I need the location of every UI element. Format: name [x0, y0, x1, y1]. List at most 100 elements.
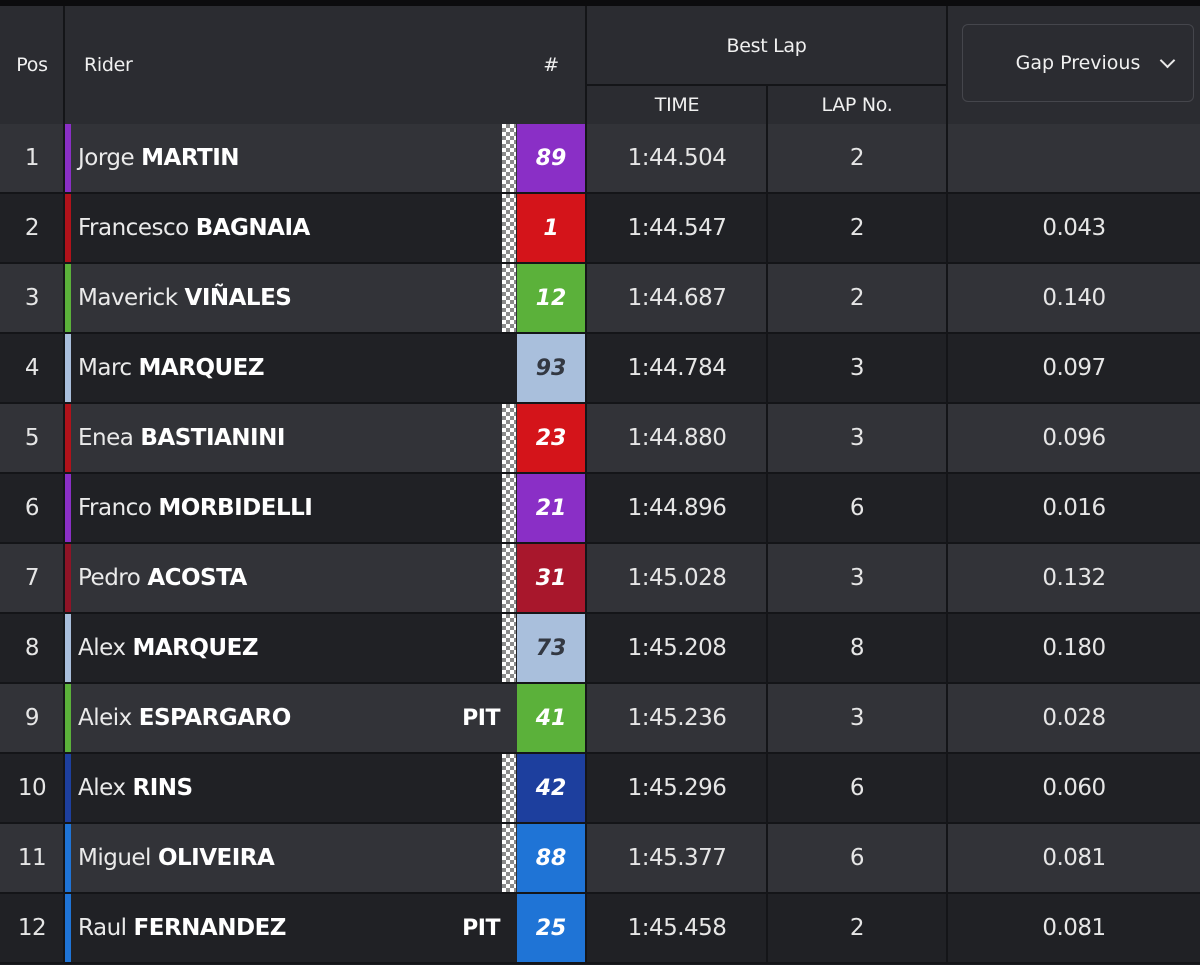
gap-previous-value: 0.097 [1042, 355, 1106, 381]
position-cell: 7 [24, 565, 40, 591]
cell-divider [585, 824, 587, 892]
best-lap-time: 1:44.504 [627, 145, 727, 171]
rider-first-name: Alex [78, 775, 126, 801]
cell-divider [946, 404, 948, 472]
rider-name: Alex MARQUEZ [78, 614, 498, 682]
best-lap-time: 1:44.784 [627, 355, 727, 381]
cell-divider [946, 614, 948, 682]
rider-first-name: Franco [78, 495, 152, 521]
cell-divider [585, 404, 587, 472]
table-row[interactable]: 12 Raul FERNANDEZ PIT 25 1:45.458 2 0.081 [0, 894, 1200, 964]
cell-divider [766, 894, 768, 962]
rider-name: Aleix ESPARGARO [78, 684, 498, 752]
team-color-bar [65, 334, 71, 402]
table-row[interactable]: 4 Marc MARQUEZ 93 1:44.784 3 0.097 [0, 334, 1200, 404]
gap-previous-value: 0.096 [1042, 425, 1106, 451]
team-color-bar [65, 124, 71, 192]
rider-name: Raul FERNANDEZ [78, 894, 498, 962]
position-cell: 8 [24, 635, 40, 661]
cell-divider [766, 404, 768, 472]
cell-divider [585, 544, 587, 612]
table-row[interactable]: 7 Pedro ACOSTA 31 1:45.028 3 0.132 [0, 544, 1200, 614]
table-row[interactable]: 8 Alex MARQUEZ 73 1:45.208 8 0.180 [0, 614, 1200, 684]
best-lap-number: 3 [849, 565, 865, 591]
cell-divider [585, 334, 587, 402]
cell-divider [766, 684, 768, 752]
cell-divider [63, 194, 65, 262]
checkered-flag-icon [502, 124, 516, 192]
pit-badge: PIT [462, 915, 500, 941]
rider-last-name: MARQUEZ [138, 355, 265, 381]
header-time: TIME [654, 94, 700, 116]
header-pos: Pos [16, 54, 48, 76]
table-row[interactable]: 2 Francesco BAGNAIA 1 1:44.547 2 0.043 [0, 194, 1200, 264]
best-lap-number: 6 [849, 775, 865, 801]
rider-first-name: Enea [78, 425, 134, 451]
rider-name: Maverick VIÑALES [78, 264, 498, 332]
best-lap-time: 1:45.458 [627, 915, 727, 941]
table-row[interactable]: 3 Maverick VIÑALES 12 1:44.687 2 0.140 [0, 264, 1200, 334]
rider-first-name: Raul [78, 915, 127, 941]
best-lap-time: 1:45.296 [627, 775, 727, 801]
cell-divider [766, 614, 768, 682]
table-row[interactable]: 10 Alex RINS 42 1:45.296 6 0.060 [0, 754, 1200, 824]
best-lap-number: 6 [849, 845, 865, 871]
rider-number-badge: 73 [517, 614, 585, 682]
gap-previous-value: 0.081 [1042, 845, 1106, 871]
best-lap-number: 3 [849, 355, 865, 381]
position-cell: 4 [24, 355, 40, 381]
position-cell: 11 [17, 845, 47, 871]
rider-first-name: Jorge [78, 145, 135, 171]
position-cell: 5 [24, 425, 40, 451]
header-divider [63, 6, 65, 124]
rider-number-badge: 12 [517, 264, 585, 332]
cell-divider [585, 194, 587, 262]
header-divider [946, 6, 948, 124]
cell-divider [946, 194, 948, 262]
rider-first-name: Miguel [78, 845, 151, 871]
checkered-flag-icon [502, 614, 516, 682]
cell-divider [585, 894, 587, 962]
cell-divider [585, 124, 587, 192]
checkered-flag-icon [502, 404, 516, 472]
best-lap-number: 2 [849, 215, 865, 241]
team-color-bar [65, 194, 71, 262]
rider-last-name: OLIVEIRA [157, 845, 275, 871]
table-row[interactable]: 1 Jorge MARTIN 89 1:44.504 2 [0, 124, 1200, 194]
cell-divider [946, 824, 948, 892]
team-color-bar [65, 544, 71, 612]
cell-divider [946, 894, 948, 962]
results-list: 1 Jorge MARTIN 89 1:44.504 2 2 Francesco BAGNAIA… [0, 124, 1200, 964]
cell-divider [946, 684, 948, 752]
table-header: Pos Rider # Best Lap TIME LAP No. Gap Pr… [0, 6, 1200, 124]
checkered-flag-icon [502, 264, 516, 332]
position-cell: 12 [17, 915, 47, 941]
best-lap-number: 8 [849, 635, 865, 661]
rider-last-name: ACOSTA [147, 565, 247, 591]
position-cell: 9 [24, 705, 40, 731]
team-color-bar [65, 684, 71, 752]
rider-number-badge: 31 [517, 544, 585, 612]
table-row[interactable]: 11 Miguel OLIVEIRA 88 1:45.377 6 0.081 [0, 824, 1200, 894]
best-lap-time: 1:44.880 [627, 425, 727, 451]
gap-previous-value: 0.132 [1042, 565, 1106, 591]
cell-divider [63, 754, 65, 822]
gap-previous-value: 0.180 [1042, 635, 1106, 661]
table-row[interactable]: 6 Franco MORBIDELLI 21 1:44.896 6 0.016 [0, 474, 1200, 544]
table-row[interactable]: 5 Enea BASTIANINI 23 1:44.880 3 0.096 [0, 404, 1200, 474]
gap-previous-dropdown[interactable]: Gap Previous [962, 24, 1194, 102]
gap-previous-value: 0.081 [1042, 915, 1106, 941]
cell-divider [63, 474, 65, 542]
table-row[interactable]: 9 Aleix ESPARGARO PIT 41 1:45.236 3 0.028 [0, 684, 1200, 754]
rider-name: Alex RINS [78, 754, 498, 822]
cell-divider [63, 894, 65, 962]
rider-last-name: RINS [132, 775, 193, 801]
cell-divider [63, 684, 65, 752]
rider-last-name: ESPARGARO [138, 705, 291, 731]
team-color-bar [65, 404, 71, 472]
team-color-bar [65, 894, 71, 962]
checkered-flag-icon [502, 544, 516, 612]
cell-divider [766, 824, 768, 892]
position-cell: 1 [24, 145, 40, 171]
header-number: # [543, 54, 559, 76]
